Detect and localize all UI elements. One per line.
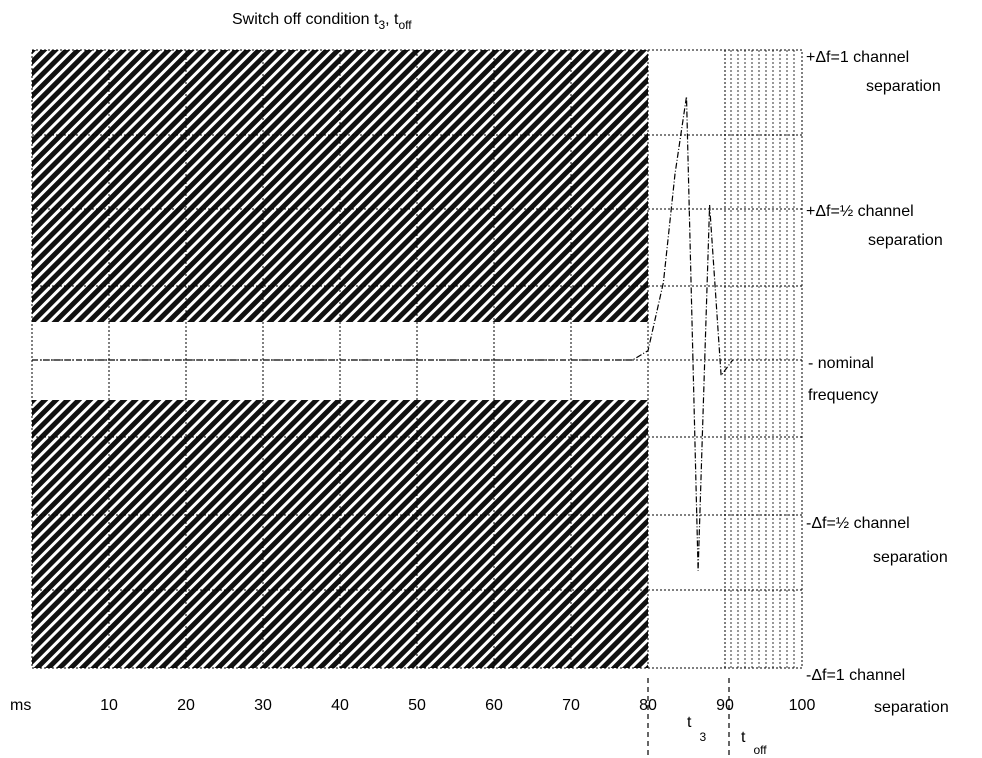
- x-tick-label: 100: [789, 697, 816, 714]
- diagram-title: Switch off condition t3, toff: [232, 11, 412, 32]
- grid-lines: [32, 50, 802, 668]
- label-nominal-line2: frequency: [808, 387, 878, 404]
- post-toff-dotted-region: [730, 50, 795, 668]
- x-tick-label: 10: [100, 697, 118, 714]
- toff-label: toff: [741, 729, 767, 757]
- x-tick-label: 70: [562, 697, 580, 714]
- label-minus-one-line2: separation: [874, 699, 949, 716]
- label-plus-half-line2: separation: [868, 232, 943, 249]
- label-minus-half-line1: -Δf=½ channel: [806, 515, 910, 532]
- label-plus-one-line2: separation: [866, 78, 941, 95]
- frequency-deviation-curve: [32, 96, 734, 571]
- label-plus-one-line1: +Δf=1 channel: [806, 49, 909, 66]
- x-axis-unit: ms: [10, 697, 31, 714]
- x-tick-label: 40: [331, 697, 349, 714]
- x-tick-label: 30: [254, 697, 272, 714]
- x-tick-label: 60: [485, 697, 503, 714]
- label-plus-half-line1: +Δf=½ channel: [806, 203, 914, 220]
- label-minus-one-line1: -Δf=1 channel: [806, 667, 905, 684]
- x-tick-label: 20: [177, 697, 195, 714]
- label-minus-half-line2: separation: [873, 549, 948, 566]
- t3-label: t3: [687, 714, 706, 744]
- x-axis-tick-labels: 10 20 30 40 50 60 70 80 90 100: [100, 697, 815, 714]
- label-nominal-line1: - nominal: [808, 355, 874, 372]
- x-tick-label: 50: [408, 697, 426, 714]
- x-tick-label: 90: [716, 697, 734, 714]
